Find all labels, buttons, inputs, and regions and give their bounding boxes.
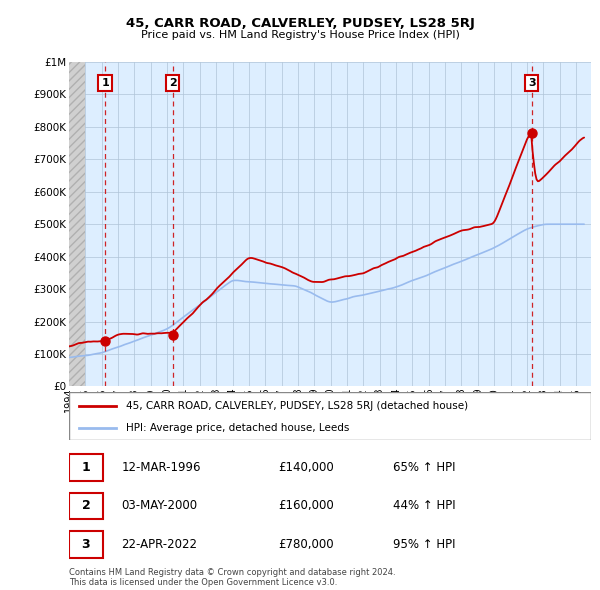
Text: 95% ↑ HPI: 95% ↑ HPI [392, 538, 455, 551]
Text: 12-MAR-1996: 12-MAR-1996 [121, 461, 200, 474]
Text: 1: 1 [82, 461, 91, 474]
Text: 03-MAY-2000: 03-MAY-2000 [121, 499, 197, 513]
Text: £780,000: £780,000 [278, 538, 334, 551]
Bar [69, 62, 85, 386]
Text: 3: 3 [528, 78, 536, 88]
Text: 65% ↑ HPI: 65% ↑ HPI [392, 461, 455, 474]
Text: 22-APR-2022: 22-APR-2022 [121, 538, 197, 551]
Text: 3: 3 [82, 538, 90, 551]
Text: Price paid vs. HM Land Registry's House Price Index (HPI): Price paid vs. HM Land Registry's House … [140, 30, 460, 40]
Bar [69, 532, 103, 558]
Text: Contains HM Land Registry data © Crown copyright and database right 2024.
This d: Contains HM Land Registry data © Crown c… [69, 568, 395, 587]
Text: HPI: Average price, detached house, Leeds: HPI: Average price, detached house, Leed… [127, 423, 350, 432]
Text: 2: 2 [82, 499, 91, 513]
Bar [69, 454, 103, 480]
Text: 1: 1 [101, 78, 109, 88]
Text: 45, CARR ROAD, CALVERLEY, PUDSEY, LS28 5RJ: 45, CARR ROAD, CALVERLEY, PUDSEY, LS28 5… [125, 17, 475, 30]
Text: 44% ↑ HPI: 44% ↑ HPI [392, 499, 455, 513]
Text: 2: 2 [169, 78, 177, 88]
Bar [69, 493, 103, 519]
Text: £160,000: £160,000 [278, 499, 334, 513]
Text: 45, CARR ROAD, CALVERLEY, PUDSEY, LS28 5RJ (detached house): 45, CARR ROAD, CALVERLEY, PUDSEY, LS28 5… [127, 401, 469, 411]
Text: £140,000: £140,000 [278, 461, 334, 474]
